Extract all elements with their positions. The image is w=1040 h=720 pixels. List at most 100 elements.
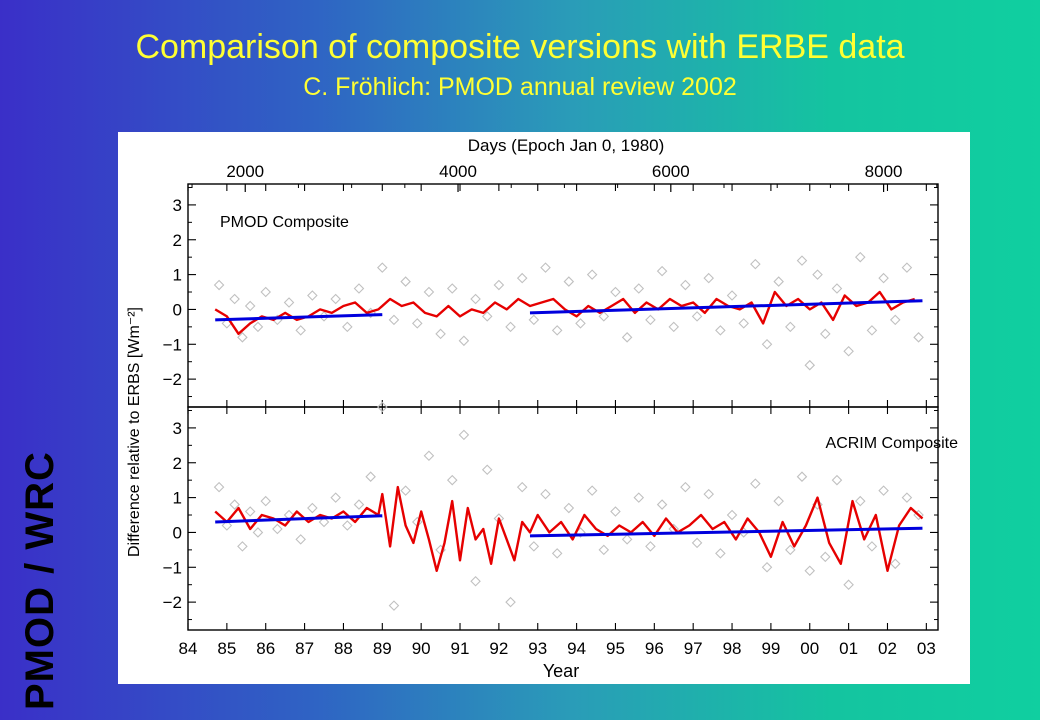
- x-axis-tick-label: 01: [839, 639, 858, 658]
- diamond-point-pmod: [913, 332, 924, 343]
- diamond-point-acrim: [221, 520, 233, 531]
- diamond-point-acrim: [633, 492, 645, 503]
- diamond-point-pmod: [252, 321, 264, 333]
- diamond-point-acrim: [901, 492, 913, 503]
- diamond-point-pmod: [773, 276, 784, 287]
- side-label: PMOD / WRC: [18, 451, 62, 710]
- diamond-point-pmod: [804, 359, 816, 371]
- diamond-point-pmod: [423, 286, 435, 298]
- diamond-point-acrim: [365, 471, 376, 482]
- diamond-point-acrim: [831, 474, 843, 486]
- diamond-point-pmod: [283, 297, 295, 308]
- x-axis-tick-label: 86: [256, 639, 275, 658]
- y-axis-label: Difference relative to ERBS [Wm⁻²]: [126, 307, 143, 557]
- diamond-point-pmod: [645, 314, 656, 326]
- diamond-point-pmod: [237, 332, 248, 343]
- y-axis-tick-label: −2: [163, 370, 182, 389]
- diamond-point-acrim: [773, 495, 784, 507]
- diamond-point-acrim: [866, 541, 878, 552]
- diamond-point-pmod: [738, 318, 749, 329]
- diamond-point-acrim: [878, 485, 889, 496]
- y-axis-tick-label: −1: [163, 558, 182, 577]
- diamond-point-acrim: [260, 495, 271, 507]
- diamond-point-acrim: [726, 509, 738, 521]
- x-axis-label: Year: [543, 661, 579, 681]
- diamond-point-pmod: [785, 321, 796, 333]
- plot-frame-acrim: [187, 406, 939, 631]
- diamond-point-pmod: [820, 328, 831, 340]
- diamond-point-acrim: [330, 492, 341, 503]
- top-axis-tick-label: 4000: [439, 162, 477, 181]
- diamond-point-acrim: [505, 596, 516, 608]
- diamond-point-acrim: [855, 495, 866, 507]
- diamond-point-acrim: [540, 488, 551, 500]
- diamond-point-acrim: [598, 544, 610, 556]
- diamond-point-pmod: [260, 286, 271, 298]
- diamond-point-acrim: [889, 558, 901, 570]
- x-axis-tick-label: 98: [723, 639, 742, 658]
- diamond-point-pmod: [715, 325, 726, 336]
- diamond-point-acrim: [843, 579, 854, 590]
- diamond-point-pmod: [855, 251, 866, 263]
- diamond-point-pmod: [540, 262, 551, 273]
- diamond-point-acrim: [213, 481, 225, 493]
- x-axis-tick-label: 96: [645, 639, 664, 658]
- y-axis-tick-label: −1: [163, 335, 182, 354]
- x-axis-tick-label: 88: [334, 639, 353, 658]
- x-axis-tick-label: 84: [179, 639, 198, 658]
- diamond-point-pmod: [761, 339, 773, 350]
- panel-label-acrim: ACRIM Composite: [826, 435, 959, 452]
- diamond-point-acrim: [446, 474, 458, 486]
- diamond-point-pmod: [610, 286, 621, 298]
- diamond-point-acrim: [252, 527, 264, 538]
- diamond-point-pmod: [843, 345, 854, 357]
- diamond-point-acrim: [563, 502, 575, 514]
- y-axis-tick-label: 1: [173, 266, 182, 285]
- y-axis-tick-label: 0: [173, 300, 182, 319]
- diamond-point-acrim: [796, 471, 808, 482]
- top-axis-tick-label: 6000: [652, 162, 690, 181]
- diamond-point-pmod: [481, 311, 493, 322]
- x-axis-tick-label: 02: [878, 639, 897, 658]
- diamond-point-pmod: [796, 255, 808, 266]
- diamond-point-acrim: [481, 464, 493, 475]
- diamond-point-pmod: [307, 290, 318, 301]
- diamond-point-pmod: [889, 314, 901, 326]
- diamond-point-acrim: [656, 499, 668, 510]
- diamond-point-pmod: [528, 314, 540, 326]
- diamond-point-pmod: [244, 300, 256, 312]
- diamond-point-pmod: [295, 325, 306, 336]
- diamond-point-acrim: [645, 541, 656, 552]
- x-axis-tick-label: 00: [800, 639, 819, 658]
- diamond-point-pmod: [342, 321, 353, 333]
- diamond-point-pmod: [330, 293, 341, 305]
- diamond-point-acrim: [703, 488, 715, 500]
- diamond-point-acrim: [516, 481, 528, 493]
- diamond-point-acrim: [377, 401, 388, 413]
- diamond-point-pmod: [901, 262, 913, 273]
- diamond-point-acrim: [680, 481, 691, 493]
- running-mean-line-acrim: [214, 485, 924, 572]
- diamond-point-acrim: [237, 541, 248, 552]
- trend-line-pmod: [529, 299, 923, 315]
- x-axis-tick-label: 89: [373, 639, 392, 658]
- chart-panel: Days (Epoch Jan 0, 1980) Year Difference…: [118, 132, 970, 684]
- chart-svg: Days (Epoch Jan 0, 1980) Year Difference…: [126, 136, 959, 681]
- diamond-point-acrim: [761, 562, 773, 573]
- top-axis-tick-label: 2000: [226, 162, 264, 181]
- diamond-point-acrim: [820, 551, 831, 563]
- slide-title: Comparison of composite versions with ER…: [135, 28, 905, 66]
- diamond-point-pmod: [470, 293, 481, 305]
- x-axis-tick-label: 94: [567, 639, 586, 658]
- x-axis-tick-label: 91: [451, 639, 470, 658]
- x-axis-tick-label: 85: [217, 639, 236, 658]
- panel-label-pmod: PMOD Composite: [220, 214, 349, 231]
- trend-line-acrim: [215, 514, 383, 524]
- diamond-point-pmod: [878, 272, 889, 284]
- diamond-point-pmod: [598, 311, 610, 322]
- diamond-point-pmod: [812, 269, 823, 280]
- running-mean-line-pmod: [214, 290, 916, 336]
- diamond-point-acrim: [388, 600, 400, 611]
- y-axis-tick-label: 1: [173, 489, 182, 508]
- diamond-point-pmod: [726, 290, 738, 301]
